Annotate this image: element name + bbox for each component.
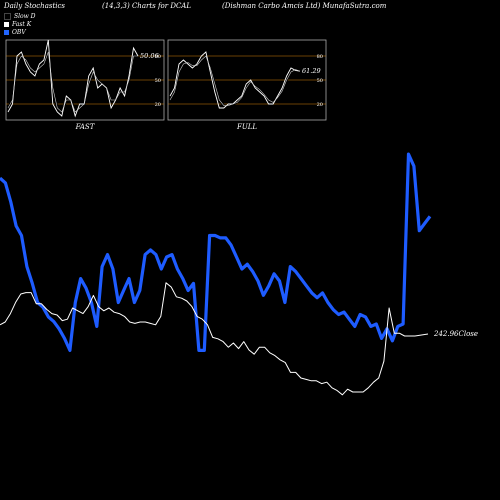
level-tick-label: 80 [317,54,323,60]
fast-k-line [7,39,139,118]
header-right: (Dishman Carbo Amcis Ltd) MunafaSutra.co… [222,2,387,10]
slow-d-inner-line [7,51,138,113]
obv-price-chart: 242.96Close [0,152,478,396]
legend-swatch [4,30,9,35]
close-value-label: 242.96Close [433,330,478,338]
header-left: Daily Stochastics [4,2,66,10]
legend-swatch [4,22,9,27]
fast-stochastic-panel: 80 50 20 50.06 FAST [5,39,165,131]
panel-name-label: FAST [75,123,96,131]
last-value-label: 50.06 [140,52,159,60]
legend-label: Slow D [14,13,36,20]
legend-item-fast-k: Fast K [4,21,31,28]
level-tick-label: 20 [317,102,323,108]
legend-item-slow-d: Slow D [4,13,36,20]
level-tick-label: 50 [317,78,323,84]
legend-item-obv: OBV [4,29,26,36]
level-tick-label: 50 [155,78,161,84]
fast-k-line [169,51,301,109]
close-price-line [0,282,415,396]
legend-swatch [4,13,11,20]
legend-label: Fast K [12,21,32,28]
header-center: (14,3,3) Charts for DCAL [102,2,192,10]
full-stochastic-panel: 80 50 20 61.29 FULL [167,39,327,131]
legend-label: OBV [12,29,26,36]
level-tick-label: 80 [155,54,161,60]
close-price-line-end [414,333,429,337]
slow-d-inner-line [169,55,301,106]
panel-name-label: FULL [236,123,257,131]
obv-line [0,152,432,352]
level-tick-label: 20 [155,102,161,108]
last-value-label: 61.29 [302,67,321,75]
